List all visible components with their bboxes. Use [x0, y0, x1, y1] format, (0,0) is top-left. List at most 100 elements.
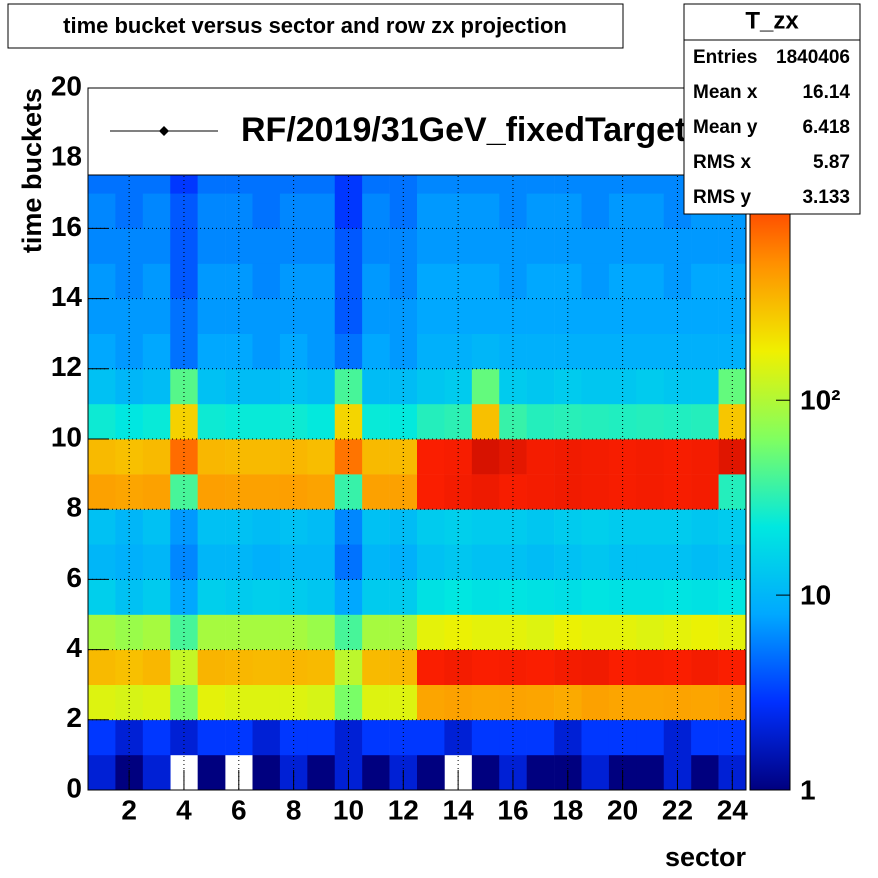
stats-label: Entries	[693, 47, 757, 68]
heatmap-cell	[471, 368, 500, 405]
x-tick-label: 14	[443, 794, 475, 825]
heatmap-cell	[554, 544, 582, 580]
heatmap-cell	[581, 193, 610, 229]
heatmap-cell	[718, 228, 747, 264]
heatmap-cell	[170, 649, 198, 685]
heatmap-cell	[636, 509, 665, 545]
heatmap-cell	[389, 403, 418, 440]
heatmap-cell	[115, 368, 144, 405]
y-tick-label: 0	[66, 772, 82, 803]
heatmap-cell	[499, 719, 527, 756]
x-tick-label: 16	[497, 794, 528, 825]
x-tick-label: 6	[231, 794, 247, 825]
heatmap-cell	[307, 579, 336, 615]
heatmap-cell	[197, 439, 226, 475]
heatmap-cell	[608, 368, 637, 405]
heatmap-cell	[526, 649, 555, 685]
heatmap-cell	[471, 403, 500, 440]
heatmap-cell	[225, 684, 253, 721]
heatmap-cell	[636, 579, 665, 615]
heatmap-cell	[608, 719, 637, 756]
heatmap-cell	[142, 754, 171, 791]
heatmap-cell	[142, 298, 171, 334]
heatmap-cell	[526, 509, 555, 545]
heatmap-cell	[389, 544, 418, 580]
heatmap-cell	[636, 614, 665, 650]
heatmap-cell	[499, 544, 527, 580]
heatmap-cell	[334, 719, 363, 756]
x-tick-label: 24	[717, 794, 749, 825]
heatmap-cell	[197, 228, 226, 264]
heatmap-cell	[115, 649, 144, 685]
heatmap-cell	[417, 439, 445, 475]
heatmap-cell	[362, 474, 390, 510]
heatmap-cell	[170, 193, 198, 229]
heatmap-cell	[252, 649, 281, 685]
heatmap-cell	[362, 754, 390, 791]
heatmap-cell	[307, 649, 336, 685]
x-tick-label: 18	[552, 794, 583, 825]
heatmap-cell	[526, 579, 555, 615]
heatmap-cell	[88, 649, 116, 685]
heatmap-cell	[88, 228, 116, 264]
heatmap-cell	[279, 544, 308, 580]
heatmap-cell	[142, 368, 171, 405]
heatmap-cell	[334, 544, 363, 580]
heatmap-cell	[197, 649, 226, 685]
y-tick-label: 6	[66, 562, 82, 593]
heatmap-cell	[197, 544, 226, 580]
heatmap-cell	[554, 333, 582, 370]
heatmap-cell	[581, 263, 610, 299]
heatmap-cell	[197, 509, 226, 545]
heatmap-cell	[362, 368, 390, 405]
heatmap-cell	[691, 544, 719, 580]
heatmap-cell	[663, 403, 692, 440]
heatmap-cell	[225, 719, 253, 756]
heatmap-cell	[170, 228, 198, 264]
heatmap-cell	[718, 333, 747, 370]
heatmap-cell	[471, 754, 500, 791]
heatmap-cell	[417, 333, 445, 370]
heatmap-cell	[389, 684, 418, 721]
heatmap-cell	[417, 298, 445, 334]
heatmap-cell	[88, 403, 116, 440]
heatmap-cell	[115, 403, 144, 440]
heatmap-cell	[252, 193, 281, 229]
heatmap-cell	[142, 509, 171, 545]
heatmap-cell	[252, 228, 281, 264]
heatmap-cell	[252, 474, 281, 510]
heatmap-cell	[636, 333, 665, 370]
heatmap-cell	[581, 544, 610, 580]
z-tick-label: 10	[800, 580, 831, 611]
heatmap-cell	[362, 193, 390, 229]
heatmap-cell	[170, 544, 198, 580]
heatmap-cell	[663, 509, 692, 545]
heatmap-cell	[334, 509, 363, 545]
heatmap-cell	[307, 509, 336, 545]
heatmap-cell	[389, 368, 418, 405]
heatmap-cell	[608, 509, 637, 545]
heatmap-cell	[554, 649, 582, 685]
heatmap-cell	[389, 193, 418, 229]
heatmap-cell	[142, 333, 171, 370]
heatmap-cell	[691, 474, 719, 510]
heatmap-cell	[115, 544, 144, 580]
heatmap-cell	[142, 719, 171, 756]
heatmap-cell	[554, 228, 582, 264]
heatmap-cell	[252, 544, 281, 580]
heatmap-cell	[115, 333, 144, 370]
heatmap-cell	[417, 263, 445, 299]
heatmap-cell	[307, 263, 336, 299]
heatmap-cell	[417, 228, 445, 264]
heatmap-cell	[691, 649, 719, 685]
heatmap-cell	[252, 263, 281, 299]
heatmap-cell	[307, 368, 336, 405]
y-tick-label: 16	[51, 211, 82, 242]
heatmap-cell	[417, 474, 445, 510]
heatmap-cell	[88, 439, 116, 475]
heatmap-cell	[608, 403, 637, 440]
heatmap-cell	[691, 509, 719, 545]
stats-title: T_zx	[745, 7, 799, 34]
heatmap-cell	[279, 333, 308, 370]
